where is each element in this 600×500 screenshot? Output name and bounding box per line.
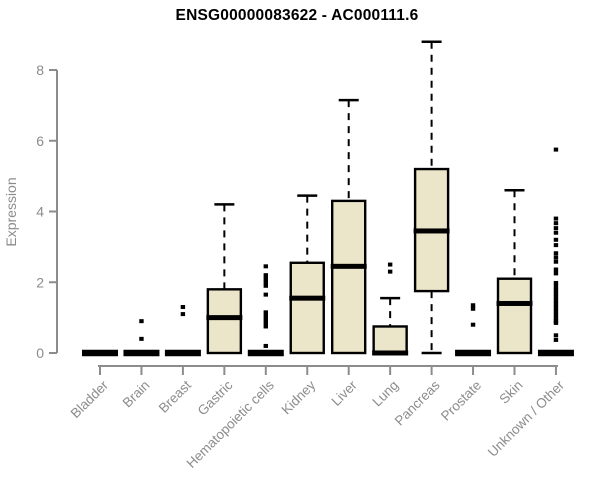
outlier-point: [553, 230, 559, 235]
median-line: [372, 350, 409, 356]
outlier-point: [263, 320, 268, 325]
outlier-point: [553, 251, 559, 256]
iqr-box: [372, 325, 408, 355]
outlier-point: [263, 313, 268, 318]
box-group-lung: [372, 262, 409, 356]
outlier-point: [553, 147, 559, 152]
iqr-box: [289, 261, 325, 355]
outlier-point: [553, 216, 559, 221]
chart-title: ENSG00000083622 - AC000111.6: [175, 7, 419, 24]
x-category-label: Kidney: [279, 377, 319, 417]
y-axis-label: Expression: [3, 177, 19, 246]
collapsed-box-bar: [164, 349, 201, 357]
x-category-label: Brain: [120, 378, 153, 411]
median-line: [413, 228, 450, 234]
outlier-point: [263, 343, 268, 348]
outlier-point: [263, 283, 268, 288]
median-line: [496, 300, 533, 306]
box-group-bladder: [82, 349, 118, 357]
outlier-point: [139, 319, 144, 324]
outlier-point: [553, 291, 559, 296]
outlier-point: [553, 298, 559, 303]
x-category-label: Unknown / Other: [485, 377, 568, 460]
outlier-point: [553, 237, 559, 242]
outlier-point: [553, 288, 559, 293]
y-tick-label: 8: [36, 62, 44, 78]
box-group-hematopoietic-cells: [247, 264, 284, 357]
x-category-label: Liver: [329, 377, 361, 409]
outlier-point: [263, 273, 268, 278]
outlier-point: [553, 305, 559, 310]
outlier-point: [180, 305, 186, 310]
outlier-point: [263, 280, 268, 285]
box-group-breast: [164, 305, 201, 357]
outlier-point: [263, 324, 268, 329]
x-category-label: Skin: [496, 378, 525, 407]
box-group-kidney: [289, 194, 326, 355]
median-line: [206, 315, 243, 321]
outlier-point: [470, 322, 476, 327]
box-group-unknown-other: [537, 147, 574, 357]
x-category-label: Lung: [369, 378, 401, 410]
x-category-label: Breast: [156, 377, 194, 415]
median-line: [330, 263, 367, 269]
outlier-point: [553, 271, 559, 276]
x-category-label: Gastric: [195, 377, 236, 418]
x-category-label: Bladder: [68, 377, 112, 421]
box-group-gastric: [206, 203, 243, 355]
outlier-point: [553, 302, 559, 307]
outlier-point: [263, 264, 268, 269]
outlier-point: [553, 295, 559, 300]
y-axis: 0 2 4 6 8: [36, 62, 58, 361]
outlier-point: [180, 312, 186, 317]
median-line: [289, 295, 326, 301]
y-tick-label: 6: [36, 133, 44, 149]
outlier-point: [553, 337, 559, 342]
outlier-point: [470, 303, 476, 308]
outlier-point: [553, 333, 559, 338]
outlier-point: [553, 312, 559, 317]
outlier-point: [470, 306, 476, 311]
outlier-point: [553, 221, 559, 226]
iqr-box: [331, 199, 367, 355]
outlier-point: [553, 316, 559, 321]
outlier-point: [387, 262, 393, 267]
box-group-prostate: [455, 303, 492, 357]
outlier-point: [139, 336, 144, 341]
collapsed-box-bar: [247, 349, 284, 357]
outlier-point: [553, 259, 559, 264]
x-category-label: Prostate: [438, 378, 484, 424]
outlier-point: [263, 276, 268, 281]
iqr-box: [206, 288, 243, 355]
outlier-point: [553, 255, 559, 260]
box-group-brain: [123, 319, 160, 357]
outlier-point: [263, 292, 268, 297]
outlier-point: [553, 284, 559, 289]
outlier-point: [387, 269, 393, 274]
outlier-point: [553, 243, 559, 248]
collapsed-box-bar: [123, 349, 160, 357]
outlier-point: [553, 309, 559, 314]
outlier-point: [263, 310, 268, 315]
y-tick-label: 4: [36, 204, 44, 220]
box-group-skin: [496, 189, 533, 355]
outlier-point: [553, 226, 559, 231]
collapsed-box-bar: [82, 349, 118, 357]
iqr-box: [496, 277, 533, 355]
outlier-point: [263, 317, 268, 322]
box-group-pancreas: [413, 40, 450, 355]
x-category-label: Pancreas: [392, 377, 443, 428]
outlier-point: [553, 267, 559, 272]
outlier-point: [553, 280, 559, 285]
y-tick-label: 2: [36, 274, 44, 290]
box-group-liver: [330, 98, 367, 355]
outlier-point: [553, 320, 559, 325]
y-tick-label: 0: [36, 345, 44, 361]
collapsed-box-bar: [537, 349, 574, 357]
collapsed-box-bar: [455, 349, 492, 357]
